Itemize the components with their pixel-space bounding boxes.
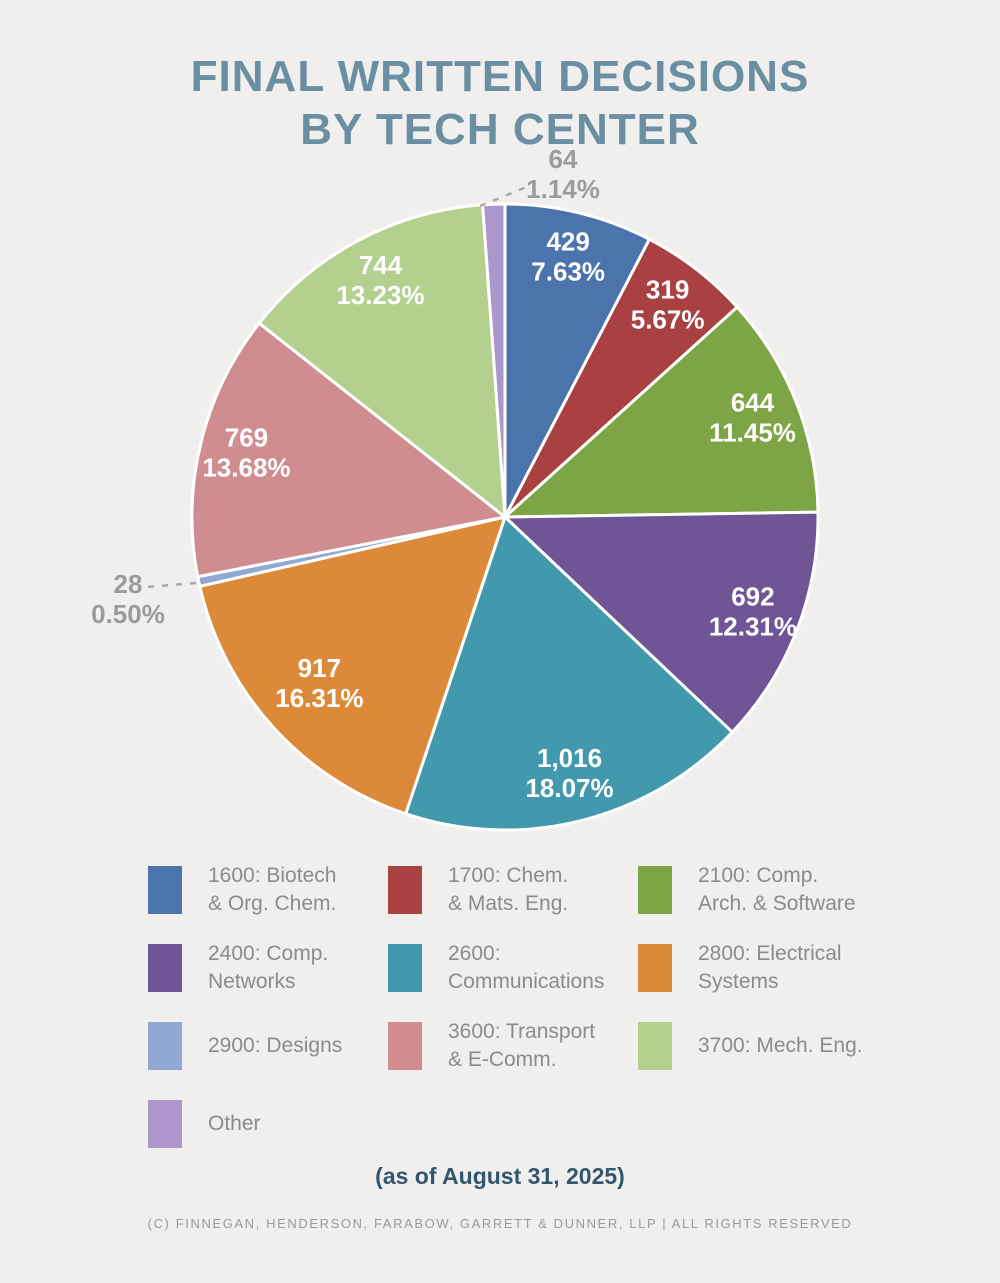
legend-item-2600: 2600: Communications (388, 942, 638, 993)
legend-label-2600: 2600: Communications (448, 942, 605, 993)
legend-label-2100: 2100: Comp. Arch. & Software (698, 864, 856, 915)
legend-swatch-other (148, 1100, 182, 1148)
pie-slice-2100 (503, 305, 820, 519)
pie-chart: 429 7.63% 319 5.67%644 11.45% 692 12.31% 1,016 1… (91, 144, 820, 832)
slice-value-label-2600: 1,016 18.07% (525, 743, 613, 803)
leader-line-2900 (146, 581, 197, 589)
legend-item-1700: 1700: Chem. & Mats. Eng. (388, 864, 638, 915)
slice-value-label-2800: 917 16.31% (275, 653, 363, 713)
legend-swatch-3600 (388, 1022, 422, 1070)
slice-value-label-2400: 692 12.31% (709, 582, 797, 642)
legend-label-1600: 1600: Biotech & Org. Chem. (208, 864, 337, 915)
legend-swatch-1700 (388, 866, 422, 914)
slice-value-label-1600: 429 7.63% (531, 227, 605, 287)
slice-value-label-3700: 744 13.23% (336, 250, 424, 310)
legend-swatch-2400 (148, 944, 182, 992)
pie-slice-3700 (257, 203, 507, 519)
pie-slice-2800 (198, 515, 507, 816)
as-of-date: (as of August 31, 2025) (375, 1163, 625, 1189)
legend-item-3700: 3700: Mech. Eng. (638, 1022, 888, 1070)
legend-label-2800: 2800: Electrical Systems (698, 942, 842, 993)
chart-title: FINAL WRITTEN DECISIONS BY TECH CENTER (0, 50, 1000, 156)
legend-item-2100: 2100: Comp. Arch. & Software (638, 864, 888, 915)
pie-slice-2400 (503, 510, 820, 734)
legend-label-3700: 3700: Mech. Eng. (698, 1034, 863, 1057)
legend-label-other: Other (208, 1112, 261, 1135)
legend-label-3600: 3600: Transport & E-Comm. (448, 1020, 596, 1071)
legend-label-1700: 1700: Chem. & Mats. Eng. (448, 864, 569, 915)
legend-label-2900: 2900: Designs (208, 1034, 343, 1057)
legend-item-1600: 1600: Biotech & Org. Chem. (148, 864, 388, 915)
legend-item-3600: 3600: Transport & E-Comm. (388, 1020, 638, 1071)
legend-item-other: Other (148, 1100, 388, 1148)
legend-swatch-2900 (148, 1022, 182, 1070)
slice-value-label-other: 64 1.14% (526, 144, 600, 204)
slice-value-label-3600: 769 13.68% (202, 422, 290, 482)
legend-swatch-2100 (638, 866, 672, 914)
chart-title-line2: BY TECH CENTER (300, 105, 700, 154)
legend-swatch-3700 (638, 1022, 672, 1070)
pie-slice-2600 (404, 515, 734, 832)
legend-item-2400: 2400: Comp. Networks (148, 942, 388, 993)
leader-line-other (479, 184, 530, 208)
legend-item-2800: 2800: Electrical Systems (638, 942, 888, 993)
pie-slice-3600 (190, 321, 507, 579)
slice-value-label-1700: 319 5.67% (631, 274, 705, 334)
chart-title-line1: FINAL WRITTEN DECISIONS (190, 52, 810, 101)
pie-slice-1600 (503, 202, 651, 519)
slice-value-label-2100: 644 11.45% (709, 387, 796, 447)
slice-value-label-2900: 28 0.50% (91, 569, 165, 629)
legend-label-2400: 2400: Comp. Networks (208, 942, 329, 993)
legend-swatch-2800 (638, 944, 672, 992)
legend-swatch-2600 (388, 944, 422, 992)
legend-item-2900: 2900: Designs (148, 1022, 388, 1070)
legend: 1600: Biotech & Org. Chem. 1700: Chem. & Ma… (148, 864, 888, 1148)
copyright-line: (C) FINNEGAN, HENDERSON, FARABOW, GARRET… (147, 1216, 853, 1231)
legend-swatch-1600 (148, 866, 182, 914)
